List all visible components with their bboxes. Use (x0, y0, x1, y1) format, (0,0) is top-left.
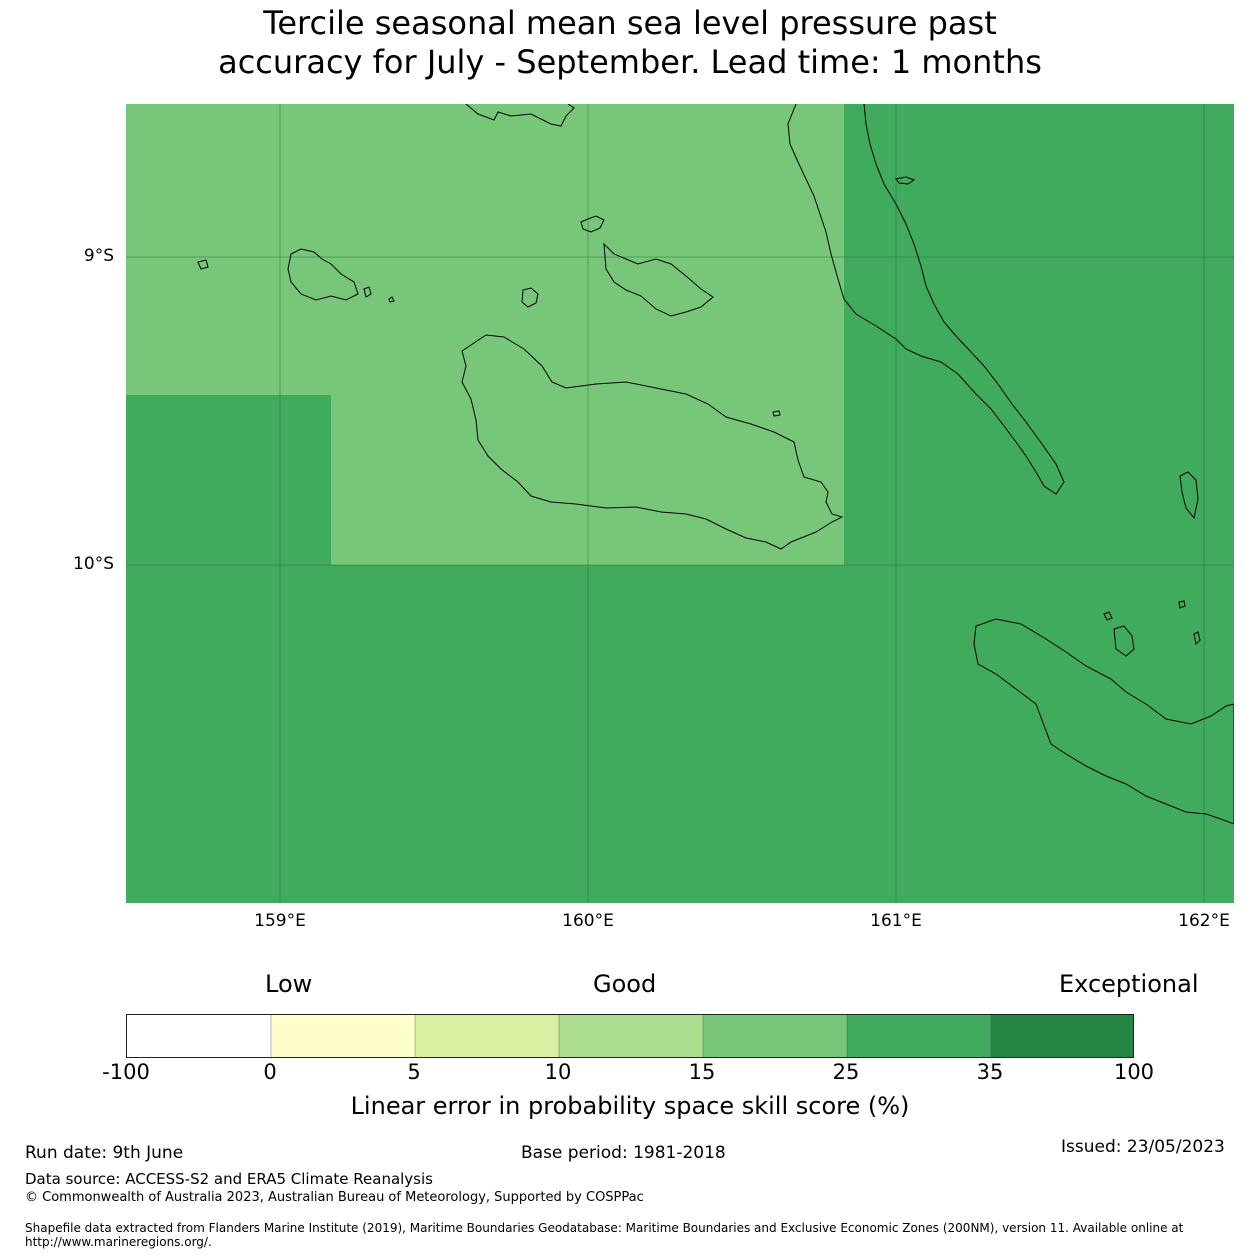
colorbar-tick-35: 35 (976, 1060, 1004, 1084)
makira-coast (973, 618, 1234, 825)
makira-islet-1 (1103, 611, 1113, 621)
colorbar-label: Linear error in probability space skill … (350, 1092, 910, 1120)
makira-islet-2 (1178, 600, 1186, 609)
legend-category-exceptional: Exceptional (1059, 970, 1199, 998)
lon-label-159e: 159°E (254, 911, 306, 931)
map-svg (126, 104, 1234, 903)
zone-15-25 (126, 104, 844, 395)
colorbar-tick-0: 0 (263, 1060, 277, 1084)
map-title: Tercile seasonal mean sea level pressure… (0, 4, 1260, 82)
gridlines (126, 104, 1234, 903)
santa-isabel-islet (895, 176, 916, 185)
title-line-2: accuracy for July - September. Lead time… (218, 43, 1042, 81)
colorbar-bin-3 (415, 1015, 559, 1057)
islet-russell-east (363, 286, 372, 298)
ngella-fragment (465, 104, 575, 127)
santa-isabel-coast (787, 104, 1065, 495)
colorbar-tick-25: 25 (832, 1060, 860, 1084)
islet-small-2 (772, 410, 781, 417)
colorbar-bin-4 (559, 1015, 703, 1057)
colorbar-svg (127, 1015, 1133, 1057)
florida-islet-north (580, 215, 605, 233)
lat-label-9s: 9°S (83, 246, 114, 266)
base-period: Base period: 1981-2018 (521, 1143, 726, 1163)
lon-label-161e: 161°E (870, 911, 922, 931)
data-source: Data source: ACCESS-S2 and ERA5 Climate … (25, 1170, 433, 1188)
title-line-1: Tercile seasonal mean sea level pressure… (263, 4, 997, 42)
russell-islands (287, 248, 359, 301)
coastlines (197, 104, 1234, 825)
colorbar (126, 1014, 1134, 1058)
legend-category-good: Good (593, 970, 657, 998)
guadalcanal-coast (461, 334, 844, 550)
shapefile-credit: Shapefile data extracted from Flanders M… (25, 1221, 1184, 1249)
islet-small-1 (388, 296, 395, 303)
issued-date: Issued: 23/05/2023 (1061, 1137, 1225, 1157)
florida-islands-coast (603, 242, 714, 317)
makira-islet-3 (1193, 631, 1201, 646)
lon-label-162e: 162°E (1178, 911, 1230, 931)
colorbar-tick-100: 100 (1113, 1060, 1155, 1084)
zone-15-25-lower (331, 395, 844, 565)
islet-west (197, 259, 209, 270)
colorbar-bin-7 (991, 1015, 1133, 1057)
map-panel[interactable] (126, 104, 1234, 903)
colorbar-bin-1 (127, 1015, 271, 1057)
colorbar-bin-6 (847, 1015, 991, 1057)
copyright: © Commonwealth of Australia 2023, Austra… (25, 1190, 644, 1205)
ugi-island (1113, 625, 1135, 657)
colorbar-bin-2 (271, 1015, 415, 1057)
colorbar-tick-5: 5 (407, 1060, 421, 1084)
lon-label-160e: 160°E (562, 911, 614, 931)
legend-category-low: Low (265, 970, 313, 998)
lat-label-10s: 10°S (73, 554, 114, 574)
malaita-islet (1179, 471, 1199, 520)
savo-island (521, 287, 539, 308)
colorbar-tick-10: 10 (544, 1060, 572, 1084)
colorbar-tick-15: 15 (688, 1060, 716, 1084)
colorbar-tick-neg100: -100 (102, 1060, 150, 1084)
run-date: Run date: 9th June (25, 1143, 184, 1163)
colorbar-bin-5 (703, 1015, 847, 1057)
